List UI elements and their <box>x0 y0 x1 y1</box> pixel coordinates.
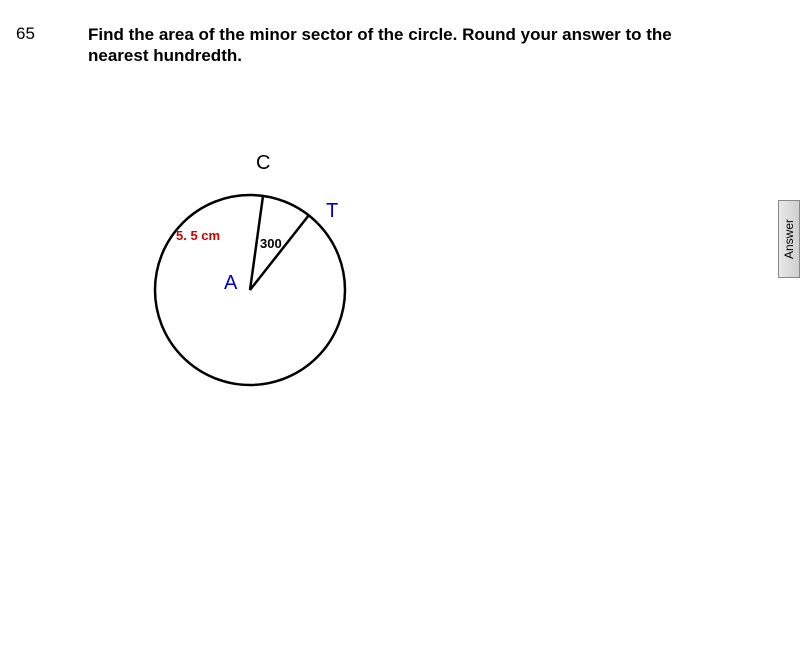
label-angle: 300 <box>260 236 282 251</box>
label-a: A <box>224 272 237 295</box>
answer-tab-label: Answer <box>782 219 796 259</box>
question-number: 65 <box>16 24 35 44</box>
question-text: Find the area of the minor sector of the… <box>88 24 718 67</box>
sector-diagram: C T A 5. 5 cm 300 <box>120 140 380 400</box>
label-c: C <box>256 152 270 175</box>
label-t: T <box>326 200 338 223</box>
answer-tab[interactable]: Answer <box>778 200 800 278</box>
label-radius: 5. 5 cm <box>176 228 220 243</box>
circle-svg <box>120 140 380 400</box>
